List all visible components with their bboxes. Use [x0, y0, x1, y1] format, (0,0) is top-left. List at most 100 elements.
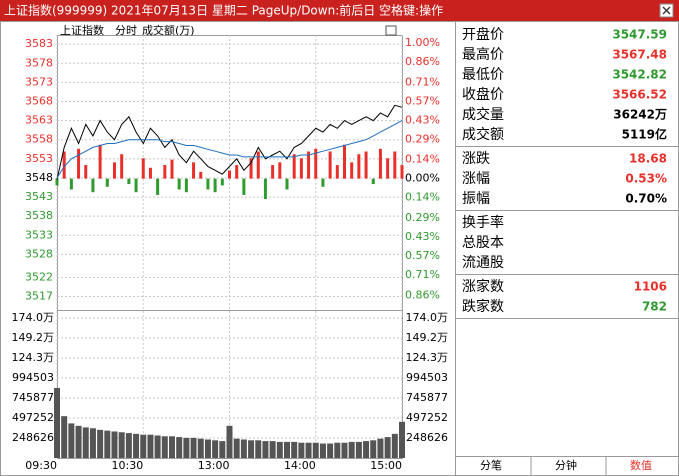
field-label: 最高价: [462, 46, 504, 63]
strength-bar: [400, 165, 404, 179]
volume-tick-label: 174.0万: [406, 311, 449, 324]
strength-bar: [170, 159, 174, 179]
strength-bar: [192, 162, 196, 179]
field-value: 0.70%: [625, 192, 667, 206]
volume-tick-label: 994503: [406, 371, 448, 384]
volume-bar: [262, 441, 269, 458]
strength-bar: [393, 151, 397, 179]
strength-bar: [256, 151, 260, 179]
y2-tick-label: 0.86%: [405, 55, 440, 68]
y2-tick-label: 1.00%: [405, 36, 440, 49]
volume-bar: [183, 437, 190, 458]
volume-bar: [255, 440, 262, 458]
pane-header: 上证指数: [60, 23, 104, 37]
field-label: 流通股: [462, 255, 504, 271]
volume-bar: [89, 428, 96, 458]
settings-icon[interactable]: [385, 25, 397, 36]
volume-bar: [219, 441, 226, 458]
volume-tick-label: 174.0万: [12, 311, 55, 324]
field-label: 涨家数: [462, 278, 504, 295]
field-value: 782: [642, 300, 667, 314]
volume-tick-label: 248626: [406, 431, 448, 444]
volume-bar: [327, 443, 334, 458]
x-tick-label: 14:00: [284, 459, 316, 472]
volume-bar: [97, 429, 104, 458]
strength-bar: [321, 178, 325, 187]
strength-bar: [77, 148, 81, 179]
y2-tick-label: 0.71%: [405, 75, 440, 88]
y2-tick-label: 0.14%: [405, 153, 440, 166]
strength-bar: [184, 178, 188, 193]
volume-bar: [298, 442, 305, 458]
volume-bar: [312, 442, 319, 458]
pane-header: 分时: [115, 24, 137, 37]
strength-bar: [156, 178, 160, 195]
volume-bar: [377, 438, 384, 458]
field-value: 1106: [634, 280, 667, 294]
strength-bar: [113, 162, 116, 179]
field-value: 0.53%: [625, 172, 667, 186]
strength-bar: [307, 151, 311, 179]
close-button[interactable]: [659, 3, 674, 18]
volume-bar: [363, 441, 370, 458]
x-tick-label: 10:30: [112, 459, 144, 472]
volume-bar: [169, 436, 175, 458]
volume-bar: [176, 437, 183, 458]
y-tick-label: 3548: [25, 171, 53, 184]
volume-tick-label: 124.3万: [406, 351, 449, 364]
volume-bar: [204, 439, 211, 458]
field-label: 跌家数: [462, 298, 504, 315]
strength-bar: [213, 178, 217, 193]
y2-tick-label: 0.29%: [405, 132, 440, 145]
x-tick-label: 13:00: [198, 459, 230, 472]
strength-bar: [69, 178, 73, 190]
y2-tick-label: 0.86%: [405, 288, 440, 301]
y2-tick-label: 0.29%: [405, 211, 440, 224]
volume-bar: [319, 443, 326, 458]
strength-bar: [220, 178, 224, 186]
y-tick-label: 3553: [25, 152, 53, 165]
volume-tick-label: 248626: [12, 431, 54, 444]
volume-bar: [384, 437, 391, 458]
strength-bar: [91, 178, 95, 193]
strength-bar: [235, 165, 239, 179]
strength-bar: [364, 151, 368, 179]
volume-tick-label: 497252: [406, 411, 448, 424]
tab[interactable]: 分钟: [555, 458, 577, 472]
y-tick-label: 3522: [25, 270, 53, 283]
volume-bar: [154, 435, 161, 458]
tab[interactable]: 分笔: [480, 458, 502, 472]
volume-tick-label: 745877: [406, 391, 448, 404]
strength-bar: [299, 158, 303, 179]
strength-bar: [127, 178, 131, 185]
y-tick-label: 3538: [25, 209, 53, 222]
field-label: 收盘价: [462, 86, 504, 103]
tab[interactable]: 数值: [630, 459, 652, 472]
volume-tick-label: 994503: [12, 371, 54, 384]
volume-bar: [82, 427, 89, 458]
field-label: 成交额: [462, 126, 504, 143]
y2-tick-label: 0.57%: [405, 94, 440, 107]
volume-bar: [269, 441, 276, 458]
strength-bar: [242, 178, 246, 195]
field-label: 涨幅: [462, 171, 490, 187]
y-tick-label: 3568: [25, 94, 53, 107]
strength-bar: [249, 158, 253, 179]
volume-bar: [355, 441, 362, 458]
volume-tick-label: 124.3万: [12, 351, 55, 364]
y-tick-label: 3573: [25, 75, 53, 88]
field-label: 总股本: [462, 235, 504, 251]
volume-bar: [284, 441, 290, 458]
field-label: 最低价: [462, 67, 504, 83]
strength-bar: [228, 170, 231, 179]
field-value: 3567.48: [612, 48, 667, 62]
y2-tick-label: 0.43%: [405, 230, 440, 243]
volume-bar: [391, 433, 398, 458]
volume-bar: [190, 437, 197, 458]
y2-tick-label: 0.14%: [405, 191, 440, 204]
strength-bar: [263, 178, 267, 199]
strength-bar: [84, 165, 88, 179]
strength-bar: [285, 178, 289, 190]
volume-bar: [147, 434, 154, 458]
